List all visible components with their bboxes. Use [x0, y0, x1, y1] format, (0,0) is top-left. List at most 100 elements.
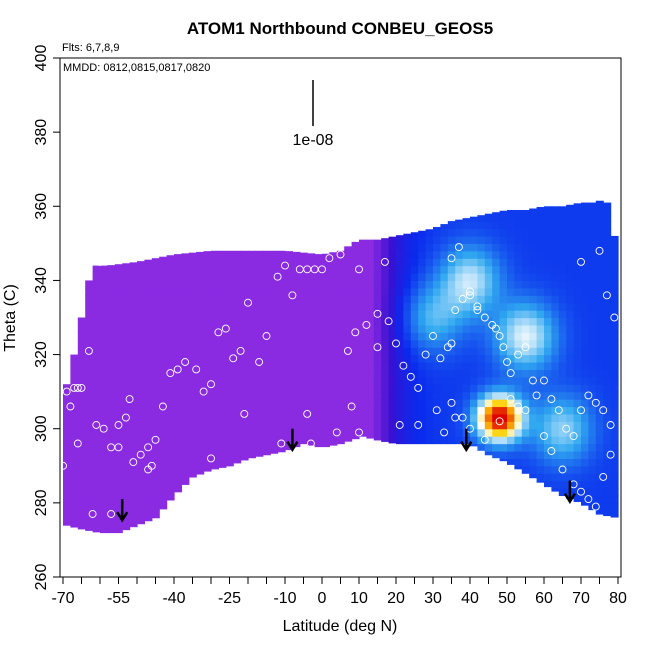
heatmap-cell — [573, 436, 582, 445]
heatmap-cell — [499, 221, 508, 230]
heatmap-cell — [211, 258, 219, 267]
sample-point — [125, 395, 134, 404]
heatmap-cell — [329, 391, 338, 400]
heatmap-cell — [299, 287, 308, 296]
heatmap-cell — [77, 436, 86, 445]
heatmap-cell — [544, 332, 552, 341]
heatmap-cell — [558, 258, 567, 267]
heatmap-cell — [144, 428, 153, 437]
heatmap-cell — [418, 413, 427, 422]
heatmap-cell — [292, 310, 301, 319]
heatmap-cell — [455, 228, 464, 237]
heatmap-cell — [425, 354, 434, 363]
sample-point — [129, 458, 138, 467]
heatmap-cell — [581, 202, 589, 207]
heatmap-cell — [588, 465, 597, 474]
heatmap-cell — [336, 376, 345, 385]
heatmap-cell — [573, 495, 582, 502]
heatmap-cell — [373, 354, 382, 363]
heatmap-cell — [307, 317, 316, 326]
heatmap-cell — [122, 517, 131, 526]
heatmap-cell — [188, 473, 197, 478]
heatmap-cell — [181, 332, 190, 341]
heatmap-cell — [285, 384, 293, 393]
heatmap-cell — [248, 250, 256, 259]
heatmap-cell — [536, 465, 545, 474]
heatmap-cell — [137, 261, 145, 267]
heatmap-cell — [211, 354, 219, 363]
heatmap-cell — [381, 406, 390, 415]
sample-point — [577, 257, 585, 266]
heatmap-cell — [462, 332, 471, 341]
heatmap-cell — [351, 376, 360, 385]
heatmap-cell — [248, 450, 256, 459]
heatmap-cell — [159, 295, 168, 304]
heatmap-cell — [595, 510, 604, 515]
heatmap-cell — [144, 361, 153, 370]
heatmap-cell — [566, 347, 575, 356]
heatmap-cell — [218, 406, 227, 415]
heatmap-cell — [225, 361, 234, 370]
heatmap-cell — [203, 302, 212, 311]
heatmap-cell — [299, 421, 308, 430]
heatmap-cell — [396, 347, 404, 356]
heatmap-cell — [196, 473, 205, 475]
heatmap-cell — [433, 376, 441, 385]
heatmap-cell — [484, 273, 493, 282]
heatmap-cell — [455, 219, 464, 222]
heatmap-cell — [373, 265, 382, 274]
heatmap-cell — [344, 317, 353, 326]
heatmap-cell — [307, 324, 316, 333]
heatmap-cell — [211, 250, 219, 259]
sample-point — [491, 324, 500, 333]
heatmap-cell — [521, 450, 530, 459]
heatmap-cell — [462, 280, 471, 289]
heatmap-cell — [610, 436, 619, 445]
heatmap-cell — [122, 324, 131, 333]
heatmap-cell — [225, 458, 234, 467]
heatmap-cell — [107, 384, 116, 393]
heatmap-cell — [85, 295, 94, 304]
heatmap-cell — [492, 428, 501, 437]
heatmap-cell — [292, 258, 301, 267]
heatmap-cell — [181, 473, 190, 482]
heatmap-cell — [166, 384, 175, 393]
heatmap-cell — [129, 332, 138, 341]
heatmap-cell — [610, 450, 619, 459]
heatmap-cell — [403, 421, 412, 430]
heatmap-cell — [492, 384, 501, 393]
heatmap-cell — [573, 443, 582, 452]
heatmap-cell — [455, 339, 464, 348]
heatmap-cell — [181, 450, 190, 459]
heatmap-cell — [277, 295, 286, 304]
heatmap-cell — [581, 399, 589, 408]
heatmap-cell — [388, 391, 397, 400]
heatmap-cell — [581, 243, 589, 252]
heatmap-cell — [455, 399, 464, 408]
heatmap-cell — [85, 488, 94, 497]
heatmap-cell — [558, 413, 567, 422]
heatmap-cell — [388, 273, 397, 282]
heatmap-cell — [196, 287, 205, 296]
heatmap-cell — [262, 339, 271, 348]
heatmap-cell — [440, 302, 449, 311]
heatmap-cell — [144, 369, 153, 378]
heatmap-cell — [551, 339, 560, 348]
heatmap-cell — [277, 443, 286, 452]
heatmap-cell — [307, 273, 316, 282]
heatmap-cell — [100, 480, 108, 489]
heatmap-cell — [499, 213, 508, 222]
heatmap-cell — [492, 213, 501, 222]
heatmap-cell — [514, 280, 523, 289]
heatmap-cell — [63, 391, 71, 400]
heatmap-cell — [196, 458, 205, 467]
heatmap-cell — [196, 421, 205, 430]
heatmap-cell — [188, 295, 197, 304]
heatmap-cell — [499, 391, 508, 400]
heatmap-cell — [544, 213, 552, 222]
heatmap-cell — [336, 332, 345, 341]
heatmap-cell — [381, 287, 390, 296]
heatmap-cell — [211, 302, 219, 311]
heatmap-cell — [529, 302, 538, 311]
heatmap-cell — [203, 324, 212, 333]
